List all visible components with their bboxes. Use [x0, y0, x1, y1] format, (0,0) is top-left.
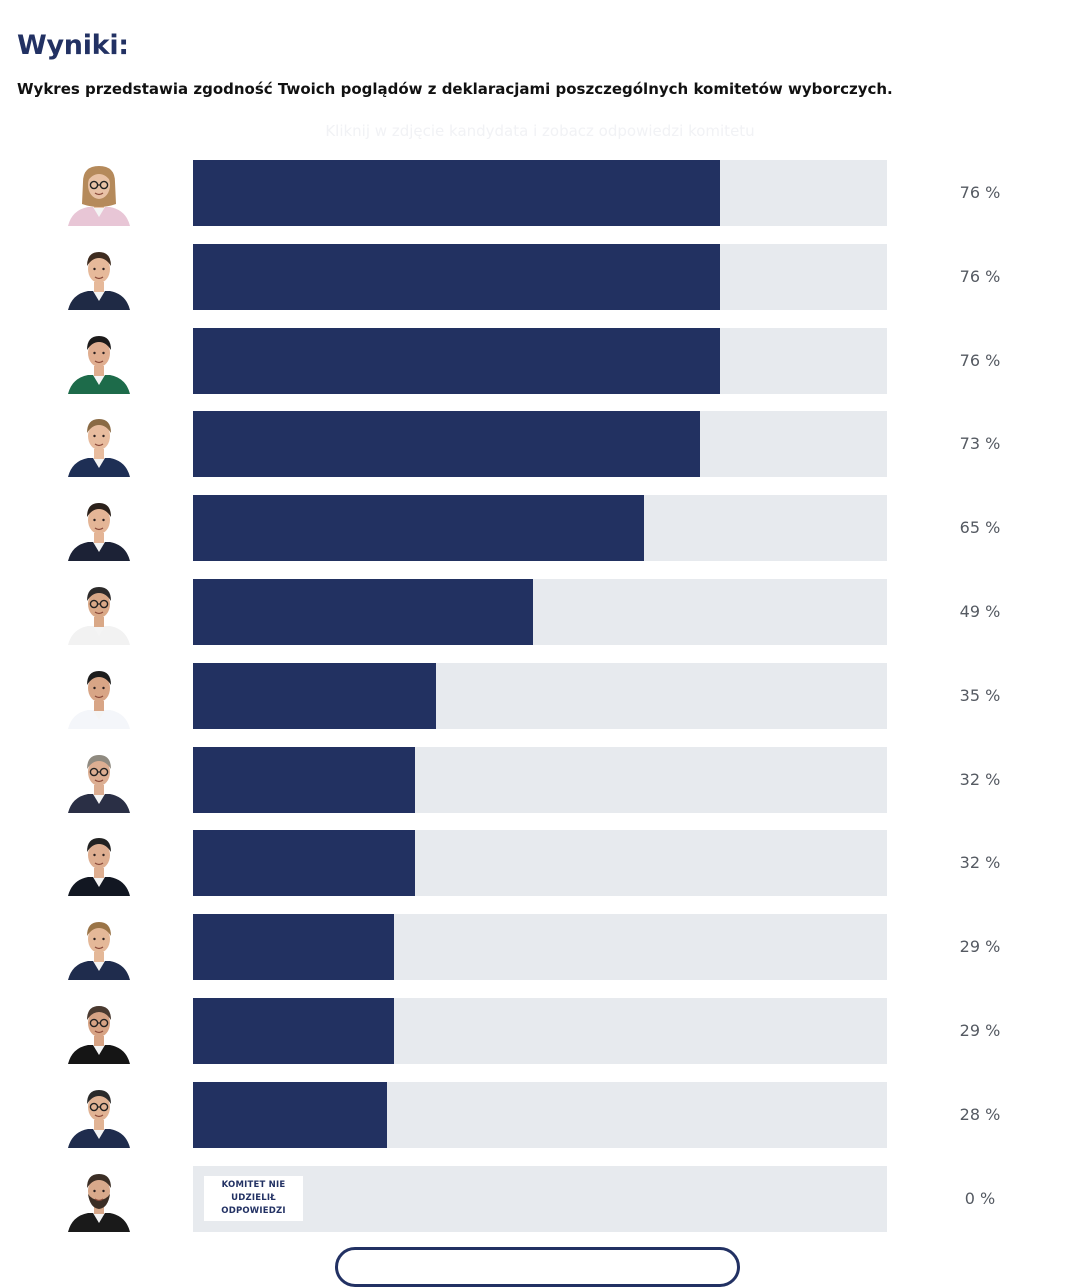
bar-fill [193, 663, 436, 729]
bar-fill [193, 914, 395, 980]
bar-fill [193, 328, 721, 394]
result-row: 28 % [0, 1082, 1080, 1148]
bar-track [193, 495, 887, 561]
bar-fill [193, 411, 700, 477]
bottom-action-button[interactable] [335, 1247, 740, 1287]
result-row: 32 % [0, 830, 1080, 896]
man-portrait-icon[interactable] [66, 830, 132, 896]
result-row: 76 % [0, 160, 1080, 226]
value-label: 32 % [959, 770, 1001, 789]
no-answer-badge: KOMITET NIE UDZIELIŁ ODPOWIEDZI [204, 1176, 303, 1221]
bar-fill [193, 495, 645, 561]
bar-fill [193, 998, 395, 1064]
man-glasses-portrait-icon[interactable] [66, 747, 132, 813]
man-glasses-portrait-icon[interactable] [66, 998, 132, 1064]
bar-fill [193, 579, 534, 645]
result-row: 35 % [0, 663, 1080, 729]
man-glasses-portrait-icon[interactable] [66, 1082, 132, 1148]
bar-track [193, 663, 887, 729]
bar-track [193, 998, 887, 1064]
result-row: 29 % [0, 914, 1080, 980]
bar-fill [193, 244, 721, 310]
result-row: 76 % [0, 244, 1080, 310]
result-row: KOMITET NIE UDZIELIŁ ODPOWIEDZI 0 % [0, 1166, 1080, 1232]
bar-track [193, 160, 887, 226]
man-portrait-icon[interactable] [66, 411, 132, 477]
man-portrait-icon[interactable] [66, 244, 132, 310]
page-title: Wyniki: [17, 30, 129, 61]
hint-text: Kliknij w zdjęcie kandydata i zobacz odp… [325, 122, 755, 140]
man-portrait-icon[interactable] [66, 914, 132, 980]
value-label: 28 % [959, 1105, 1001, 1124]
result-row: 29 % [0, 998, 1080, 1064]
bar-track [193, 244, 887, 310]
man-glasses-portrait-icon[interactable] [66, 579, 132, 645]
value-label: 35 % [959, 686, 1001, 705]
bar-track [193, 328, 887, 394]
man-portrait-icon[interactable] [66, 663, 132, 729]
result-row: 73 % [0, 411, 1080, 477]
bar-track: KOMITET NIE UDZIELIŁ ODPOWIEDZI [193, 1166, 887, 1232]
woman-portrait-icon[interactable] [66, 328, 132, 394]
page-subtitle: Wykres przedstawia zgodność Twoich poglą… [17, 80, 893, 98]
man-beard-portrait-icon[interactable] [66, 1166, 132, 1232]
value-label: 0 % [964, 1189, 996, 1208]
value-label: 29 % [959, 1021, 1001, 1040]
result-row: 32 % [0, 747, 1080, 813]
bar-track [193, 830, 887, 896]
bar-track [193, 411, 887, 477]
result-row: 65 % [0, 495, 1080, 561]
bar-fill [193, 830, 416, 896]
value-label: 76 % [959, 183, 1001, 202]
bar-fill [193, 160, 721, 226]
woman-glasses-portrait-icon[interactable] [66, 160, 132, 226]
man-portrait-icon[interactable] [66, 495, 132, 561]
bar-track [193, 1082, 887, 1148]
value-label: 29 % [959, 937, 1001, 956]
bar-track [193, 747, 887, 813]
value-label: 76 % [959, 351, 1001, 370]
value-label: 73 % [959, 434, 1001, 453]
value-label: 65 % [959, 518, 1001, 537]
result-row: 49 % [0, 579, 1080, 645]
bar-track [193, 579, 887, 645]
value-label: 76 % [959, 267, 1001, 286]
result-row: 76 % [0, 328, 1080, 394]
bar-fill [193, 1082, 388, 1148]
value-label: 49 % [959, 602, 1001, 621]
bar-fill [193, 747, 416, 813]
bar-track [193, 914, 887, 980]
value-label: 32 % [959, 853, 1001, 872]
